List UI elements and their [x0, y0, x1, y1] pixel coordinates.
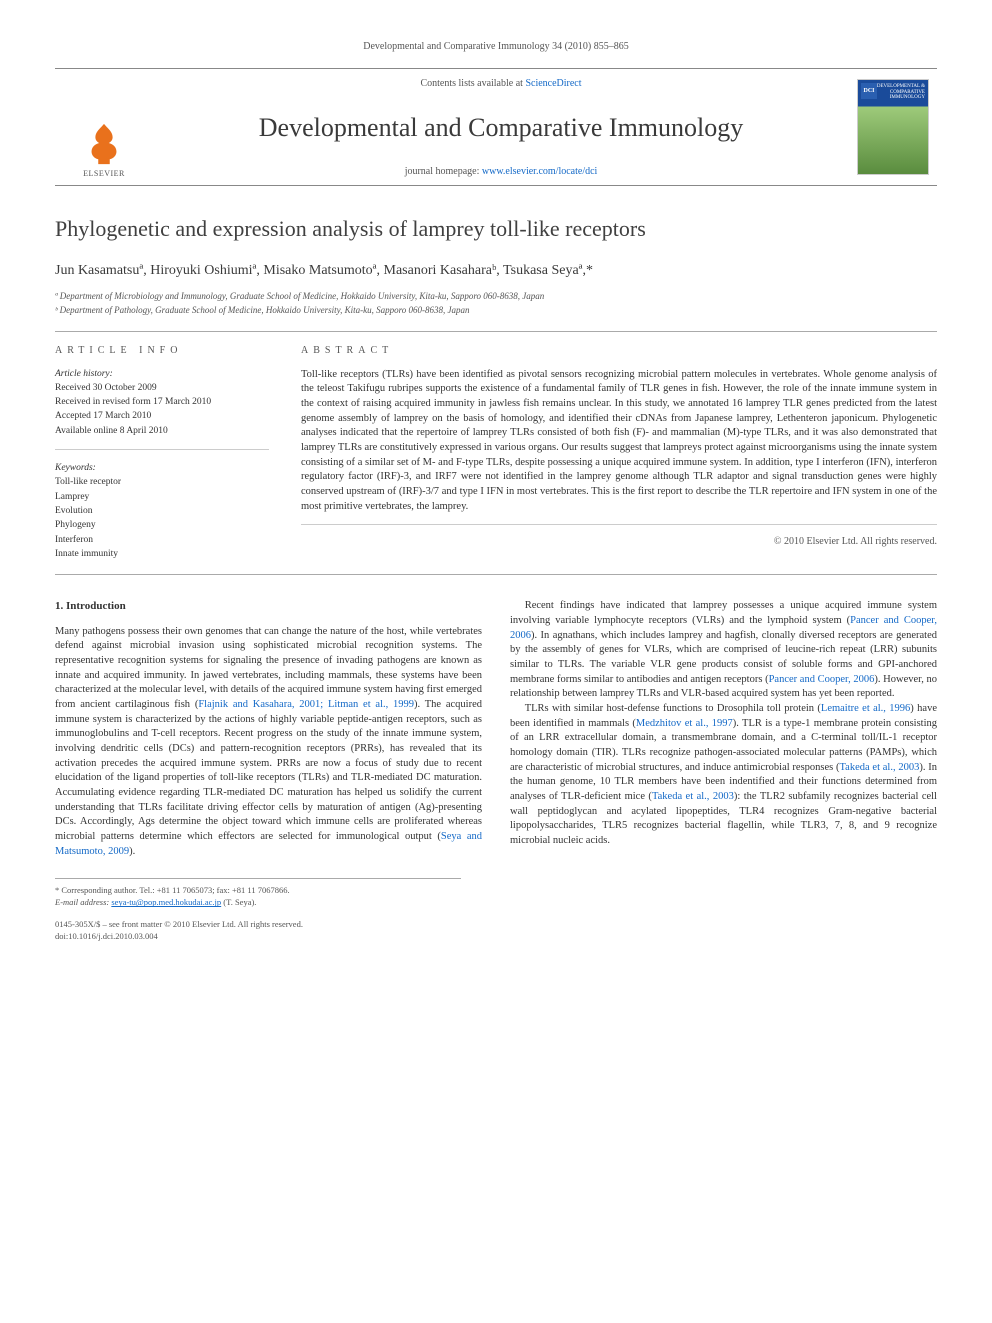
- publisher-logo-block: ELSEVIER: [55, 69, 153, 185]
- front-matter-line: 0145-305X/$ – see front matter © 2010 El…: [55, 919, 937, 931]
- contents-prefix: Contents lists available at: [420, 78, 525, 89]
- body-paragraph: Many pathogens possess their own genomes…: [55, 625, 482, 860]
- keyword: Interferon: [55, 534, 269, 547]
- history-label: Article history:: [55, 368, 269, 381]
- affiliation-b: ᵇ Department of Pathology, Graduate Scho…: [55, 304, 937, 317]
- history-received: Received 30 October 2009: [55, 382, 269, 395]
- keyword: Toll-like receptor: [55, 476, 269, 489]
- running-head: Developmental and Comparative Immunology…: [55, 40, 937, 54]
- cover-text: DEVELOPMENTAL & COMPARATIVE IMMUNOLOGY: [858, 84, 925, 101]
- article-info-panel: article info Article history: Received 3…: [55, 332, 285, 575]
- citation-link[interactable]: Flajnik and Kasahara, 2001; Litman et al…: [198, 699, 414, 710]
- abstract-text: Toll-like receptors (TLRs) have been ide…: [301, 368, 937, 526]
- citation-link[interactable]: Takeda et al., 2003: [840, 762, 920, 773]
- body-paragraph: Recent findings have indicated that lamp…: [510, 599, 937, 702]
- keyword: Evolution: [55, 505, 269, 518]
- citation-link[interactable]: Takeda et al., 2003: [652, 791, 734, 802]
- publisher-name: ELSEVIER: [83, 168, 125, 179]
- body-text: ).: [129, 846, 135, 857]
- footer: 0145-305X/$ – see front matter © 2010 El…: [55, 919, 937, 943]
- elsevier-tree-icon: [81, 120, 127, 166]
- email-suffix: (T. Seya).: [221, 897, 256, 907]
- body-text: ). The acquired immune system is charact…: [55, 699, 482, 828]
- body-text: Many pathogens possess their own genomes…: [55, 626, 482, 710]
- abstract-panel: abstract Toll-like receptors (TLRs) have…: [285, 332, 937, 575]
- keyword: Lamprey: [55, 491, 269, 504]
- abstract-copyright: © 2010 Elsevier Ltd. All rights reserved…: [301, 535, 937, 549]
- history-revised: Received in revised form 17 March 2010: [55, 396, 269, 409]
- section-heading: 1. Introduction: [55, 599, 482, 614]
- journal-masthead: ELSEVIER Contents lists available at Sci…: [55, 68, 937, 186]
- history-accepted: Accepted 17 March 2010: [55, 410, 269, 423]
- article-info-head: article info: [55, 344, 269, 358]
- author-email-link[interactable]: seya-tu@pop.med.hokudai.ac.jp: [111, 897, 221, 907]
- article-title: Phylogenetic and expression analysis of …: [55, 214, 937, 245]
- affiliation-a: ª Department of Microbiology and Immunol…: [55, 290, 937, 303]
- contents-available-line: Contents lists available at ScienceDirec…: [153, 77, 849, 91]
- sciencedirect-link[interactable]: ScienceDirect: [525, 78, 581, 89]
- email-label: E-mail address:: [55, 897, 111, 907]
- email-line: E-mail address: seya-tu@pop.med.hokudai.…: [55, 897, 461, 909]
- author-list: Jun Kasamatsuª, Hiroyuki Oshiumiª, Misak…: [55, 261, 937, 281]
- affiliations: ª Department of Microbiology and Immunol…: [55, 290, 937, 316]
- homepage-prefix: journal homepage:: [405, 166, 482, 177]
- citation-link[interactable]: Medzhitov et al., 1997: [636, 718, 733, 729]
- citation-link[interactable]: Lemaitre et al., 1996: [821, 703, 910, 714]
- keywords-label: Keywords:: [55, 462, 269, 475]
- keyword: Phylogeny: [55, 519, 269, 532]
- body-two-column: 1. Introduction Many pathogens possess t…: [55, 599, 937, 859]
- history-online: Available online 8 April 2010: [55, 425, 269, 438]
- journal-cover-thumb: DCI DEVELOPMENTAL & COMPARATIVE IMMUNOLO…: [857, 79, 929, 175]
- journal-title: Developmental and Comparative Immunology: [153, 110, 849, 146]
- abstract-head: abstract: [301, 344, 937, 358]
- corresponding-author-note: * Corresponding author. Tel.: +81 11 706…: [55, 885, 461, 897]
- journal-homepage-line: journal homepage: www.elsevier.com/locat…: [153, 165, 849, 179]
- journal-homepage-link[interactable]: www.elsevier.com/locate/dci: [482, 166, 597, 177]
- citation-link[interactable]: Pancer and Cooper, 2006: [769, 674, 875, 685]
- body-paragraph: TLRs with similar host-defense functions…: [510, 702, 937, 849]
- footnotes: * Corresponding author. Tel.: +81 11 706…: [55, 878, 461, 910]
- keyword: Innate immunity: [55, 548, 269, 561]
- doi-line: doi:10.1016/j.dci.2010.03.004: [55, 931, 937, 943]
- body-text: TLRs with similar host-defense functions…: [525, 703, 821, 714]
